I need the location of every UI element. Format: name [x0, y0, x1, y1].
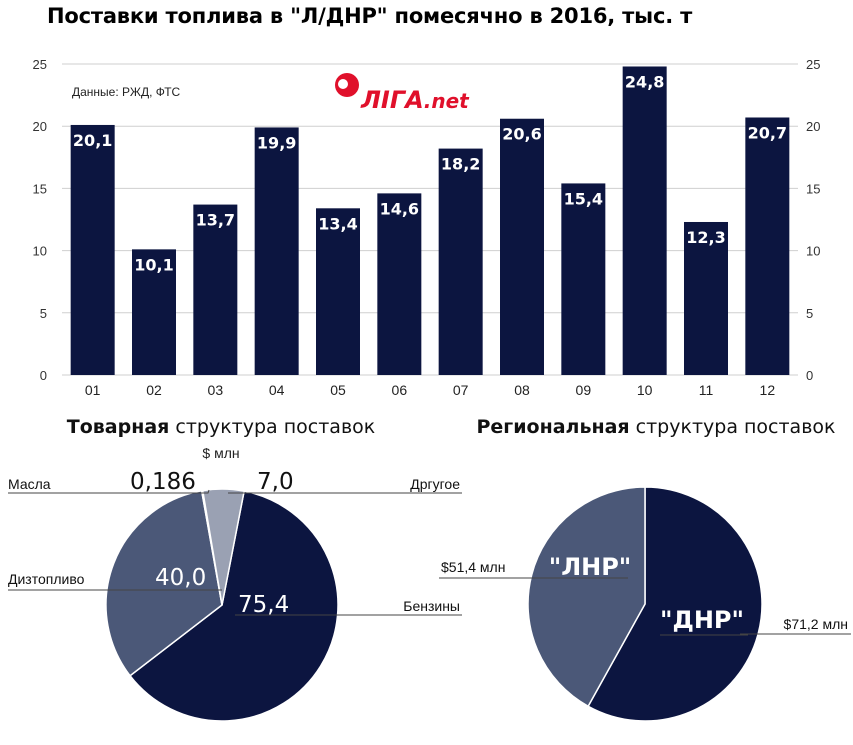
logo-mark-icon [335, 73, 359, 97]
y-axis-right: 0 5 10 15 20 25 [806, 57, 820, 383]
bar-value-label: 20,1 [73, 131, 112, 150]
bar-value-label: 20,6 [502, 125, 541, 144]
slice-value-label: 75,4 [238, 592, 289, 618]
bar [132, 249, 176, 375]
y-tick-label-right: 10 [806, 244, 820, 259]
commodity-pie-unit: $ млн [202, 445, 239, 461]
y-tick-label-right: 0 [806, 368, 813, 383]
y-axis-left: 0 5 10 15 20 25 [33, 57, 47, 383]
pie-slice [587, 486, 763, 722]
y-tick-label-left: 0 [40, 368, 47, 383]
bar [684, 221, 728, 375]
slice-category-label: Масла [8, 476, 51, 492]
bar [70, 124, 115, 376]
slice-value-label: 0,186 [130, 469, 196, 495]
slice-category-label: "ЛНР" [549, 553, 632, 581]
x-tick-label: 01 [85, 382, 101, 398]
bar-value-label: 15,4 [564, 189, 603, 208]
bar [500, 118, 544, 376]
bar-value-label: 13,7 [196, 211, 235, 230]
y-tick-label-right: 20 [806, 119, 820, 134]
y-tick-label-left: 10 [33, 244, 47, 259]
source-note: Данные: РЖД, ФТС [72, 85, 181, 99]
x-tick-label: 08 [514, 382, 530, 398]
x-tick-label: 06 [392, 382, 408, 398]
x-tick-label: 12 [760, 382, 776, 398]
bar [254, 127, 299, 375]
bar [193, 204, 238, 375]
bar-series: 20,1 10,1 13,7 19,9 13,4 14,6 18,2 20,6 15,4 24,8… [70, 66, 790, 376]
commodity-pie: 75,4 Бензины 40,0 Дизтопливо 0,186 Масла 7,0 Др… [8, 469, 462, 722]
slice-value-label: 40,0 [155, 565, 206, 591]
y-tick-label-right: 15 [806, 181, 820, 196]
x-tick-label: 09 [576, 382, 592, 398]
bar [316, 208, 360, 375]
bar-value-label: 18,2 [441, 155, 480, 174]
pie-slice [527, 486, 646, 708]
logo-text: ЛІГА.net [360, 86, 470, 114]
y-tick-label-right: 5 [806, 306, 813, 321]
bar [622, 66, 667, 375]
slice-category-label: Дизтопливо [8, 571, 85, 587]
x-axis: 01 02 03 04 05 06 07 08 09 10 11 12 [85, 382, 775, 398]
x-tick-label: 10 [637, 382, 653, 398]
x-tick-label: 05 [330, 382, 346, 398]
liga-logo: ЛІГА.net [335, 73, 470, 114]
bar [745, 117, 790, 375]
bar-value-label: 14,6 [380, 199, 419, 218]
pie-slice [129, 490, 339, 722]
pie-slice [105, 489, 223, 677]
x-tick-label: 02 [146, 382, 162, 398]
bar-value-label: 13,4 [318, 214, 357, 233]
bar-value-label: 20,7 [748, 123, 787, 142]
slice-value-label: 7,0 [257, 469, 294, 495]
y-tick-label-right: 25 [806, 57, 820, 72]
chart-title: Поставки топлива в "Л/ДНР" помесячно в 2… [47, 4, 693, 28]
y-tick-label-left: 5 [40, 306, 47, 321]
x-tick-label: 07 [453, 382, 469, 398]
x-tick-label: 04 [269, 382, 285, 398]
y-tick-label-left: 25 [33, 57, 47, 72]
bar-value-label: 10,1 [134, 255, 173, 274]
slice-value-label: $71,2 млн [784, 616, 848, 632]
bar [377, 193, 422, 375]
bar [561, 183, 606, 375]
y-tick-label-left: 20 [33, 119, 47, 134]
y-tick-label-left: 15 [33, 181, 47, 196]
slice-category-label: Бензины [403, 598, 460, 614]
x-tick-label: 03 [208, 382, 224, 398]
bar-value-label: 19,9 [257, 133, 296, 152]
bar-value-label: 12,3 [686, 228, 725, 247]
slice-category-label: Дргугое [410, 476, 460, 492]
x-tick-label: 11 [699, 382, 714, 398]
bar-gridlines [62, 63, 798, 376]
regional-pie-title: Региональная структура поставок [476, 416, 835, 438]
leader-line [8, 489, 210, 494]
bar [438, 148, 483, 375]
regional-pie: "ДНР" $71,2 млн "ЛНР" $51,4 млн [439, 486, 851, 722]
commodity-pie-title: Товарная структура поставок [67, 416, 376, 438]
pie-slice [201, 488, 246, 606]
bar-value-label: 24,8 [625, 72, 664, 91]
slice-category-label: "ДНР" [660, 606, 744, 634]
slice-value-label: $51,4 млн [441, 559, 505, 575]
